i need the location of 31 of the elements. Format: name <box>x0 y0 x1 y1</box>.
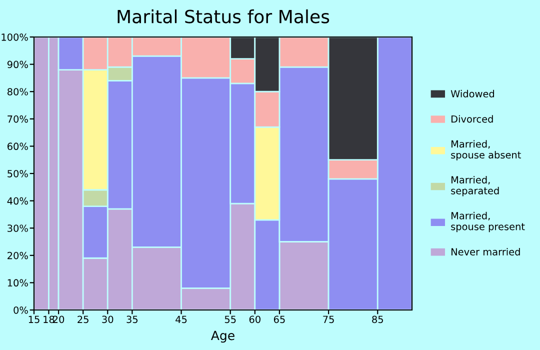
legend-label: Divorced <box>452 115 493 123</box>
x-tick-label: 85 <box>372 316 383 324</box>
y-tick-label: 70% <box>8 115 28 123</box>
y-tick-label: 100% <box>2 33 28 41</box>
legend-label: Married, spouse absent <box>451 140 521 160</box>
y-tick-label: 0% <box>14 306 28 314</box>
legend-label: Never married <box>452 248 520 256</box>
y-tick-label: 60% <box>8 142 28 150</box>
y-tick-label: 10% <box>8 279 28 287</box>
y-tick-label: 90% <box>7 60 28 68</box>
y-tick-label: 20% <box>8 252 28 260</box>
x-tick-label: 65 <box>274 316 285 324</box>
x-tick-label: 60 <box>249 316 260 324</box>
x-tick-label: 20 <box>53 316 64 324</box>
x-tick-label: 75 <box>323 316 334 324</box>
legend-label: Married, spouse present <box>451 212 525 232</box>
legend-label: Married, separated <box>451 176 499 196</box>
x-tick-label: 45 <box>176 316 187 324</box>
y-tick-label: 30% <box>8 224 28 232</box>
y-tick-label: 50% <box>8 170 28 178</box>
x-tick-label: 35 <box>126 316 138 324</box>
x-axis-title: Age <box>211 330 234 343</box>
chart-title: Marital Status for Males <box>118 9 330 24</box>
y-tick-label: 80% <box>7 88 28 96</box>
x-tick-label: 18 <box>44 316 54 324</box>
x-tick-label: 55 <box>224 316 236 324</box>
x-tick-label: 15 <box>28 316 40 324</box>
x-tick-label: 30 <box>102 316 114 324</box>
x-tick-label: 25 <box>78 316 88 324</box>
legend-label: Widowed <box>450 90 494 98</box>
y-tick-label: 40% <box>7 197 28 205</box>
